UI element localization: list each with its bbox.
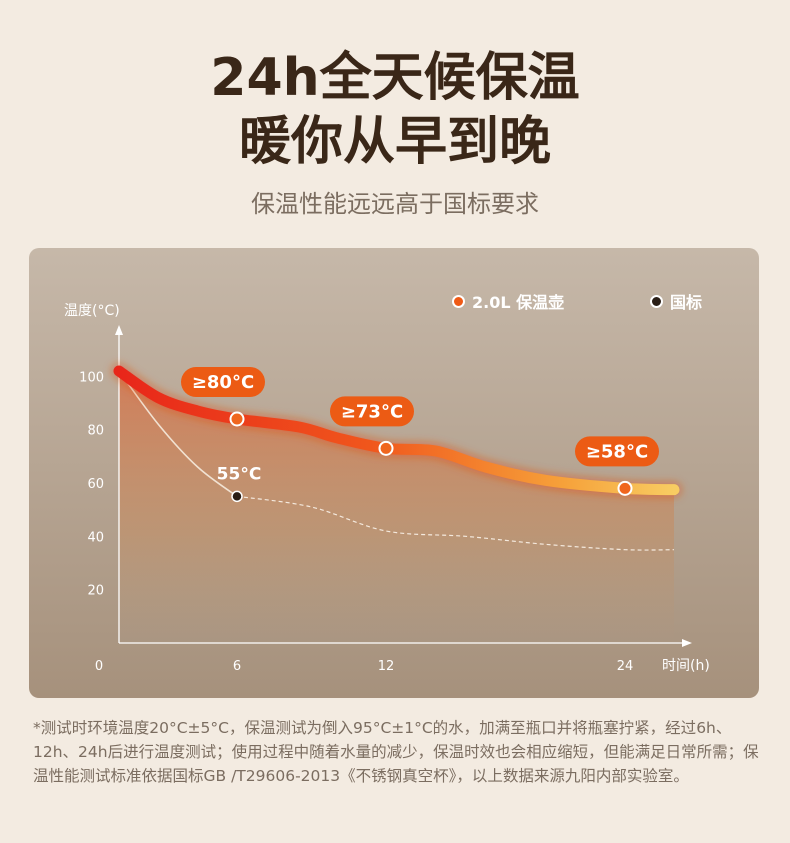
legend-dot-dark [650,294,663,308]
legend-item-national-standard: 国标 [650,291,703,312]
data-point-thermos [617,480,633,496]
subtitle: 保温性能远远高于国标要求 [251,190,539,218]
x-tick-label: 6 [233,659,241,674]
x-axis-arrow [682,639,692,647]
data-label-pill [330,396,414,427]
area-fill-thermos [119,371,674,643]
data-point-thermos [229,411,245,427]
series-line-national-standard [118,370,238,497]
data-label-thermos: ≥58°C [586,441,648,462]
data-label-national-standard: 55°C [217,464,262,484]
headline-line-1: 24h全天候保温 [210,48,580,108]
y-tick-label: 20 [87,584,104,599]
series-line-national-standard-dashed [236,495,675,551]
y-tick-label: 80 [87,424,104,439]
legend-item-thermos: 2.0L 保温壶 [452,291,565,312]
x-tick-label: 12 [378,659,395,674]
y-axis-title: 温度(°C) [64,303,120,319]
data-point-thermos [378,440,394,456]
chart-panel: 100 80 60 40 20 0 6 12 24 温度(°C) 时间(h) ≥80°C ≥73°C ≥… [29,248,759,698]
temperature-chart: 100 80 60 40 20 0 6 12 24 温度(°C) 时间(h) ≥80°C ≥73°C ≥… [64,303,710,674]
x-tick-label: 24 [617,659,634,674]
y-tick-label: 60 [87,477,104,492]
footnote: *测试时环境温度20°C±5°C，保温测试为倒入95°C±1°C的水，加满至瓶口… [33,719,759,785]
y-tick-label: 40 [87,530,104,545]
data-label-thermos: ≥73°C [341,401,403,422]
data-label-pill [181,367,265,397]
data-point-national-standard [231,490,243,503]
series-line-thermos [113,365,680,496]
y-tick-label: 100 [79,370,104,385]
x-tick-label: 0 [95,659,103,674]
data-label-thermos: ≥80°C [192,372,254,393]
headline-line-2: 暖你从早到晚 [238,112,551,172]
data-label-pill [575,436,659,467]
y-axis-arrow [115,325,123,335]
x-axis-title: 时间(h) [662,658,710,674]
legend-label-national-standard: 国标 [670,293,703,312]
legend-dot-orange [452,294,465,308]
legend-label-thermos: 2.0L 保温壶 [472,293,565,312]
